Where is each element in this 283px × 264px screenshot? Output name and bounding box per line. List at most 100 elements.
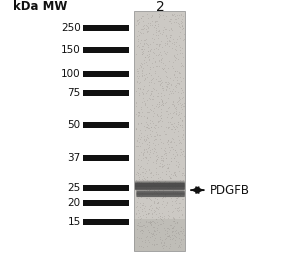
Point bbox=[136, 121, 140, 125]
Point bbox=[167, 44, 172, 48]
Point bbox=[138, 201, 142, 205]
Point bbox=[163, 232, 167, 236]
Point bbox=[164, 244, 168, 248]
Point bbox=[178, 240, 182, 244]
Point bbox=[157, 189, 161, 193]
Point bbox=[179, 18, 183, 23]
Point bbox=[175, 69, 180, 73]
Point bbox=[142, 99, 147, 103]
Point bbox=[171, 60, 175, 65]
Point bbox=[135, 80, 139, 84]
Point bbox=[172, 130, 176, 134]
Point bbox=[145, 125, 149, 130]
Point bbox=[149, 92, 154, 96]
Point bbox=[174, 105, 179, 109]
Point bbox=[168, 145, 173, 149]
Point bbox=[150, 191, 155, 196]
Point bbox=[137, 180, 141, 184]
Point bbox=[145, 110, 150, 114]
Point bbox=[154, 64, 158, 68]
Point bbox=[147, 207, 151, 211]
Point bbox=[177, 169, 181, 173]
Point bbox=[145, 180, 149, 185]
Point bbox=[135, 44, 139, 48]
Point bbox=[168, 21, 173, 25]
Point bbox=[143, 238, 148, 242]
FancyBboxPatch shape bbox=[135, 181, 185, 185]
Point bbox=[179, 86, 183, 90]
Point bbox=[171, 229, 176, 233]
Point bbox=[151, 219, 156, 223]
Point bbox=[175, 219, 180, 224]
Point bbox=[160, 83, 164, 88]
Point bbox=[150, 234, 155, 238]
Point bbox=[165, 229, 170, 233]
Point bbox=[157, 102, 162, 106]
Point bbox=[161, 164, 166, 168]
Point bbox=[161, 158, 166, 162]
Point bbox=[158, 49, 163, 54]
Point bbox=[140, 47, 145, 51]
Point bbox=[149, 175, 154, 179]
Point bbox=[146, 167, 151, 171]
Point bbox=[177, 22, 181, 26]
Point bbox=[166, 162, 171, 166]
Point bbox=[160, 246, 165, 250]
Point bbox=[149, 134, 154, 138]
Point bbox=[164, 14, 168, 18]
Bar bbox=[83, 25, 129, 31]
Point bbox=[143, 139, 147, 144]
Point bbox=[162, 226, 167, 230]
Point bbox=[147, 140, 151, 144]
Point bbox=[161, 195, 166, 199]
Point bbox=[179, 147, 183, 152]
Point bbox=[174, 85, 179, 89]
Point bbox=[181, 101, 186, 105]
Point bbox=[169, 26, 174, 31]
Point bbox=[168, 175, 172, 180]
Point bbox=[165, 166, 170, 170]
Point bbox=[139, 61, 143, 65]
Point bbox=[177, 81, 181, 85]
Point bbox=[164, 169, 169, 173]
Point bbox=[174, 196, 178, 200]
Point bbox=[172, 217, 176, 221]
Point bbox=[176, 230, 180, 234]
Point bbox=[171, 235, 175, 240]
Point bbox=[179, 238, 183, 242]
Point bbox=[164, 172, 168, 176]
Point bbox=[160, 162, 164, 167]
Point bbox=[142, 101, 147, 105]
Point bbox=[160, 196, 164, 200]
Point bbox=[134, 112, 138, 116]
Point bbox=[166, 126, 170, 131]
Point bbox=[147, 80, 152, 84]
Point bbox=[136, 32, 141, 37]
Point bbox=[140, 170, 144, 174]
Point bbox=[151, 86, 155, 90]
Point bbox=[169, 159, 173, 163]
Point bbox=[166, 142, 170, 147]
Point bbox=[166, 28, 171, 32]
Point bbox=[153, 137, 157, 142]
Point bbox=[142, 38, 146, 42]
Point bbox=[145, 24, 149, 28]
Point bbox=[150, 61, 155, 65]
Point bbox=[146, 238, 150, 243]
Point bbox=[141, 66, 145, 70]
FancyBboxPatch shape bbox=[135, 182, 185, 187]
Point bbox=[164, 33, 168, 37]
Point bbox=[166, 106, 170, 110]
Point bbox=[166, 138, 171, 142]
Point bbox=[146, 26, 151, 30]
Point bbox=[139, 64, 143, 68]
Point bbox=[155, 41, 159, 46]
Point bbox=[169, 122, 174, 126]
Point bbox=[158, 237, 163, 241]
Point bbox=[151, 51, 156, 55]
Point bbox=[152, 125, 156, 129]
Point bbox=[169, 223, 173, 227]
Point bbox=[176, 95, 181, 100]
Point bbox=[160, 215, 164, 220]
Point bbox=[179, 51, 184, 55]
